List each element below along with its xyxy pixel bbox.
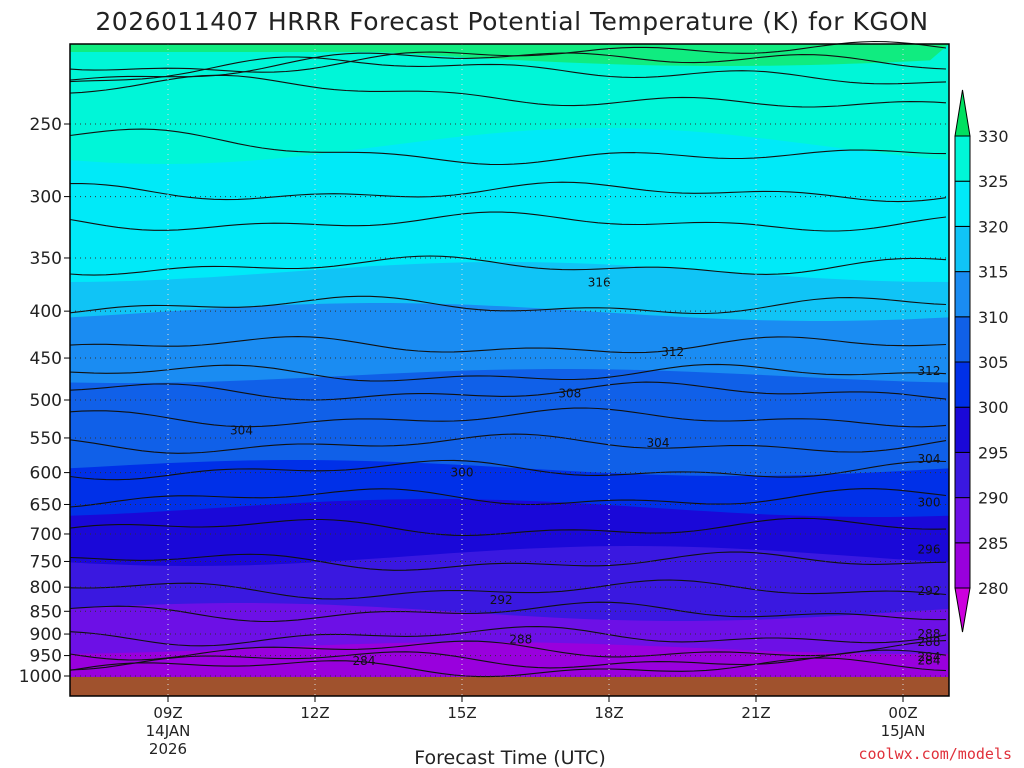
contour-label: 288 [918,635,941,649]
y-tick-label: 700 [30,525,62,545]
colorbar-segment [954,225,971,273]
chart-title: 2026011407 HRRR Forecast Potential Tempe… [95,7,928,36]
colorbar-segment [954,451,971,499]
y-tick-label: 450 [30,349,62,369]
contour-line [69,551,947,571]
contour-label: 292 [490,593,513,607]
contour-line [69,517,947,537]
colorbar-extend-bottom [954,587,971,633]
colorbar-label: 285 [978,534,1009,553]
contour-line [69,40,947,73]
colorbar-segment [954,542,971,589]
contour-line [69,56,947,85]
colorbar-label: 300 [978,398,1009,417]
colorbar-legend: 280 285 290 295 300 305 310 315 320 325 330 [954,89,1009,633]
y-axis: 250 300 350 400 450 500 550 600 650 700 750 800 850 9… [19,115,70,687]
y-tick-label: 900 [30,625,62,645]
credit-text: coolwx.com/models [858,745,1012,763]
x-tick-label: 12Z [300,704,329,722]
contour-line [69,601,946,623]
contour-line [69,255,947,276]
colorbar-label: 315 [978,263,1009,282]
contour-label: 316 [588,275,611,289]
contour-line [69,488,947,508]
contour-line [69,128,947,166]
contour-line [69,433,947,454]
contour-label: 312 [918,364,941,378]
x-tick-date: 14JAN [146,722,191,740]
colorbar-extend-top [954,89,971,137]
contour-line [69,407,947,428]
contour-label: 284 [918,650,941,664]
y-tick-label: 600 [30,464,62,484]
y-tick-label: 650 [30,495,62,515]
contour-label: 300 [451,466,474,480]
colorbar-label: 325 [978,172,1009,191]
y-tick-label: 950 [30,647,62,667]
y-tick-label: 550 [30,429,62,449]
colorbar-label: 330 [978,127,1009,146]
contour-label: 284 [353,654,376,668]
y-tick-label: 1000 [19,667,62,687]
x-tick-label: 18Z [594,704,623,722]
x-tick-year: 2026 [149,740,187,758]
y-tick-label: 850 [30,602,62,622]
contour-label: 284 [918,654,941,668]
y-tick-label: 350 [30,249,62,269]
colorbar-segment [954,316,971,363]
contour-label: 288 [918,627,941,641]
contour-line [69,579,947,600]
y-tick-label: 750 [30,552,62,572]
x-tick-label: 00Z [888,704,917,722]
colorbar-segment [954,135,971,182]
colorbar-segment [954,271,971,318]
x-tick-label: 21Z [741,704,770,722]
contour-line [69,657,947,678]
contour-label: 296 [918,543,941,557]
x-tick-date: 15JAN [881,722,926,740]
colorbar-label: 305 [978,353,1009,372]
colorbar-label: 280 [978,579,1009,598]
contour-label: 304 [918,452,941,466]
contour-line [69,381,947,401]
x-tick-label: 09Z [153,704,182,722]
colorbar-segment [954,361,971,408]
colorbar-segment [954,180,971,227]
contour-line [69,649,947,671]
contour-line [69,626,947,647]
x-axis-label: Forecast Time (UTC) [414,747,605,768]
contour-label: 304 [647,436,670,450]
colorbar-label: 290 [978,489,1009,508]
contour-line [69,74,947,108]
contour-line [69,336,947,354]
colorbar-label: 295 [978,443,1009,462]
y-tick-label: 250 [30,115,62,135]
terrain-fill [70,677,949,696]
contour-label: 300 [918,496,941,510]
colorbar-segment [954,406,971,453]
contour-label: 308 [558,387,581,401]
y-tick-label: 800 [30,578,62,598]
contour-line [69,459,947,481]
contour-line [70,181,947,203]
contour-label: 288 [509,632,532,646]
contour-label: 292 [918,584,941,598]
colorbar-label: 310 [978,308,1009,327]
y-tick-label: 500 [30,391,62,411]
contour-line [69,295,947,315]
colorbar-segment [954,497,971,544]
x-tick-label: 15Z [447,704,476,722]
y-tick-label: 300 [30,188,62,208]
contour-label: 312 [661,345,684,359]
colorbar-label: 320 [978,217,1009,236]
plot-frame [69,43,950,697]
contour-label: 304 [230,424,253,438]
y-tick-label: 400 [30,302,62,322]
contour-line [69,211,947,232]
contour-line [69,363,947,382]
